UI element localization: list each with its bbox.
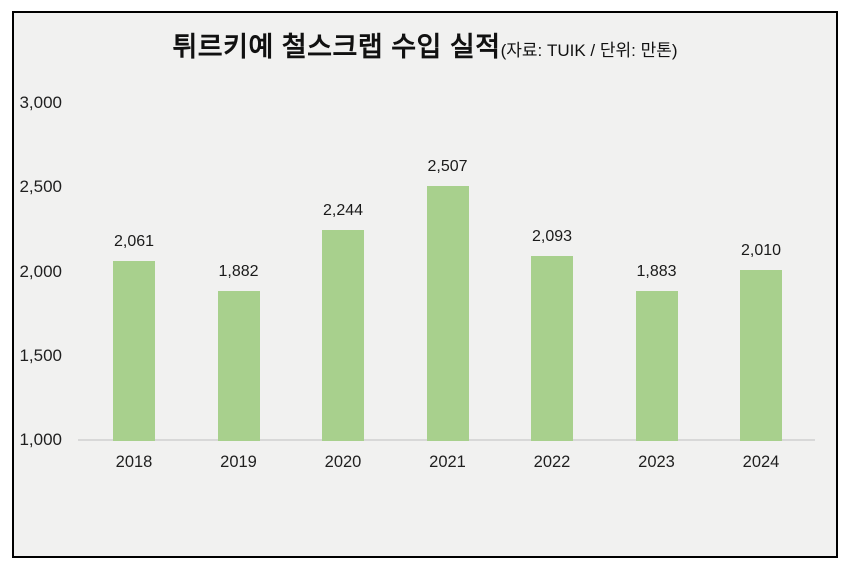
chart-title-row: 튀르키예 철스크랩 수입 실적(자료: TUIK / 단위: 만톤)	[12, 28, 838, 71]
chart-frame	[12, 11, 838, 558]
chart-subtitle: (자료: TUIK / 단위: 만톤)	[500, 41, 678, 60]
chart-title: 튀르키예 철스크랩 수입 실적	[172, 32, 501, 62]
